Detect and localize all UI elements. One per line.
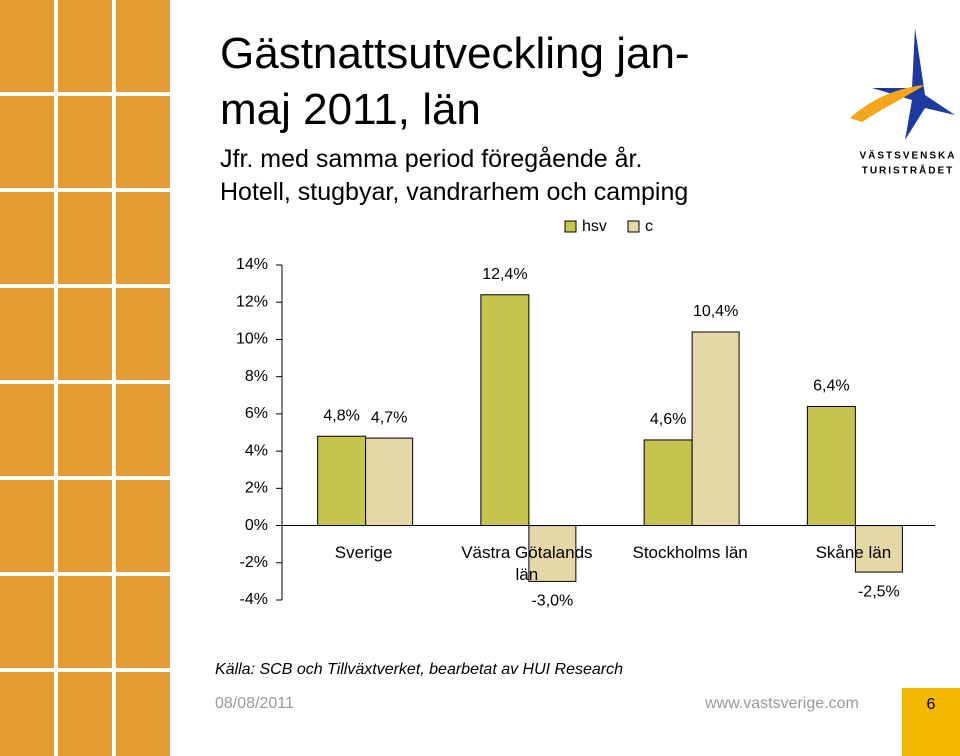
bar [480,294,530,527]
y-tick-label: 6% [245,405,268,422]
y-tick-label: -2% [240,554,268,571]
x-tick-label: Skåne län [815,543,892,562]
value-label: -2,5% [858,583,900,600]
y-tick-label: 10% [236,331,268,348]
x-tick-label: Stockholms län [632,543,748,562]
subtitle: Jfr. med samma period föregående år. [220,145,643,173]
value-label: 10,4% [693,303,738,320]
logo-text: TURISTRÅDET [862,164,955,177]
legend-swatch [564,220,577,233]
x-tick-label: Sverige [334,543,393,562]
y-tick-label: -4% [240,591,268,608]
value-label: -3,0% [531,593,573,610]
y-tick-label: 4% [245,442,268,459]
title: Gästnattsutveckling jan-maj 2011, län [220,29,690,134]
legend-label: hsv [582,218,607,235]
y-tick-label: 14% [236,256,268,273]
value-label: 4,8% [323,407,359,424]
stripe [0,0,172,756]
bar [365,437,414,527]
legend-label: c [645,218,653,235]
bar [806,405,856,527]
bar [691,331,740,527]
y-tick-label: 0% [245,517,268,534]
subtitle: Hotell, stugbyar, vandrarhem och camping [220,178,689,206]
bar [643,439,693,527]
source: Källa: SCB och Tillväxtverket, bearbetat… [215,661,624,678]
y-tick-label: 8% [245,368,268,385]
y-tick-label: 2% [245,480,268,497]
bar [528,525,577,582]
value-label: 12,4% [482,266,527,283]
x-tick-label: Västra Götalands län [461,543,593,584]
page-number: 6 [902,688,960,756]
bar [854,525,903,573]
value-label: 4,6% [650,411,686,428]
value-label: 6,4% [813,378,849,395]
legend-swatch [627,220,640,233]
logo: VÄSTSVENSKA TURISTRÅDET [850,28,956,177]
footer-url: www.vastsverige.com [705,695,859,712]
footer-date: 08/08/2011 [215,695,294,712]
bar [317,435,367,527]
y-tick-label: 12% [236,293,268,310]
value-label: 4,7% [371,409,407,426]
logo-text: VÄSTSVENSKA [859,149,956,162]
